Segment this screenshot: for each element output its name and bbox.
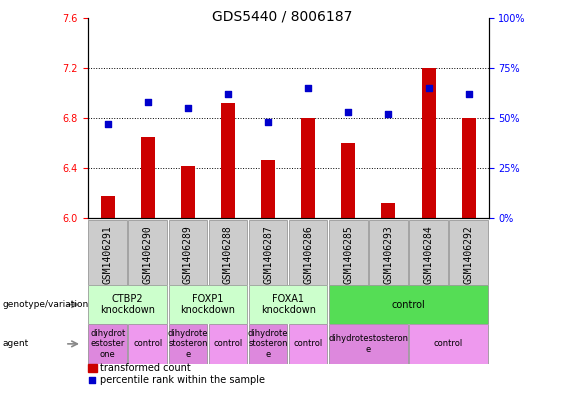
Point xyxy=(464,91,473,97)
Text: GSM1406288: GSM1406288 xyxy=(223,225,233,284)
Bar xyxy=(261,160,275,218)
Point xyxy=(424,84,433,91)
Text: genotype/variation: genotype/variation xyxy=(3,300,89,309)
Text: GSM1406287: GSM1406287 xyxy=(263,225,273,284)
Point xyxy=(384,111,393,117)
Text: GSM1406293: GSM1406293 xyxy=(384,225,393,284)
Point xyxy=(344,109,353,115)
Bar xyxy=(249,285,328,324)
Bar xyxy=(88,364,97,372)
Bar xyxy=(329,285,488,324)
Text: GSM1406291: GSM1406291 xyxy=(103,225,112,284)
Text: FOXA1
knockdown: FOXA1 knockdown xyxy=(260,294,316,315)
Point xyxy=(264,119,273,125)
Bar xyxy=(341,143,355,218)
Bar xyxy=(128,324,167,364)
Point xyxy=(184,105,193,111)
Point xyxy=(224,91,233,97)
Bar xyxy=(88,285,167,324)
Text: GSM1406285: GSM1406285 xyxy=(344,225,353,284)
Bar xyxy=(88,220,127,285)
Point xyxy=(88,377,97,383)
Bar xyxy=(301,118,315,218)
Bar xyxy=(289,324,328,364)
Bar xyxy=(221,103,235,218)
Bar xyxy=(168,285,247,324)
Text: control: control xyxy=(392,299,425,310)
Text: control: control xyxy=(294,340,323,348)
Bar xyxy=(208,324,247,364)
Bar xyxy=(289,220,328,285)
Bar xyxy=(409,220,448,285)
Text: GDS5440 / 8006187: GDS5440 / 8006187 xyxy=(212,10,353,24)
Text: GSM1406290: GSM1406290 xyxy=(143,225,153,284)
Text: control: control xyxy=(133,340,162,348)
Bar xyxy=(249,324,288,364)
Bar xyxy=(421,68,436,218)
Bar xyxy=(369,220,408,285)
Bar xyxy=(329,324,408,364)
Bar xyxy=(409,324,488,364)
Text: GSM1406289: GSM1406289 xyxy=(183,225,193,284)
Point xyxy=(144,99,153,105)
Bar xyxy=(141,137,155,218)
Bar xyxy=(181,165,195,218)
Point xyxy=(103,121,112,127)
Bar xyxy=(208,220,247,285)
Bar xyxy=(88,324,127,364)
Text: dihydrote
stosteron
e: dihydrote stosteron e xyxy=(248,329,288,359)
Point xyxy=(304,84,313,91)
Text: control: control xyxy=(434,340,463,348)
Text: dihydrote
stosteron
e: dihydrote stosteron e xyxy=(168,329,208,359)
Text: transformed count: transformed count xyxy=(100,363,191,373)
Bar xyxy=(128,220,167,285)
Bar xyxy=(249,220,288,285)
Bar xyxy=(381,203,395,218)
Text: control: control xyxy=(214,340,242,348)
Text: FOXP1
knockdown: FOXP1 knockdown xyxy=(180,294,236,315)
Text: GSM1406284: GSM1406284 xyxy=(424,225,433,284)
Text: GSM1406286: GSM1406286 xyxy=(303,225,313,284)
Bar xyxy=(462,118,476,218)
Text: percentile rank within the sample: percentile rank within the sample xyxy=(100,375,265,385)
Bar xyxy=(168,220,207,285)
Bar xyxy=(449,220,488,285)
Bar xyxy=(168,324,207,364)
Bar xyxy=(329,220,368,285)
Text: agent: agent xyxy=(3,340,29,348)
Text: dihydrot
estoster
one: dihydrot estoster one xyxy=(90,329,125,359)
Text: GSM1406292: GSM1406292 xyxy=(464,225,473,284)
Text: dihydrotestosteron
e: dihydrotestosteron e xyxy=(328,334,408,354)
Bar xyxy=(101,196,115,218)
Text: CTBP2
knockdown: CTBP2 knockdown xyxy=(100,294,155,315)
